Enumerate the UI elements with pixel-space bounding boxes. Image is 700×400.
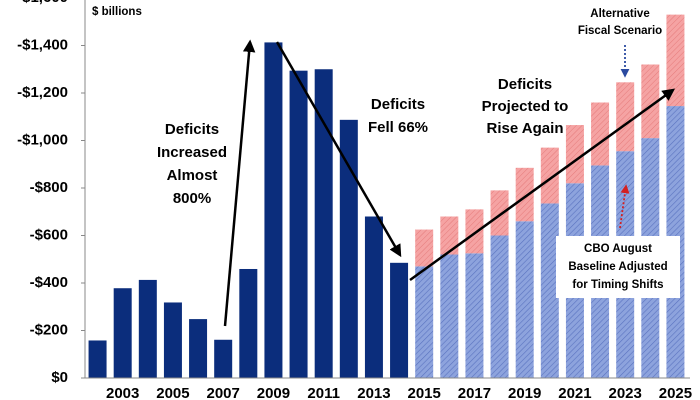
bar <box>465 209 484 254</box>
annotation: Increased <box>157 144 227 161</box>
bars <box>88 14 685 379</box>
x-tick-label: 2017 <box>458 385 491 400</box>
annotation: Deficits <box>498 76 552 93</box>
bar <box>415 266 434 378</box>
bar <box>515 167 534 222</box>
x-tick-label: 2023 <box>609 385 642 400</box>
bar <box>540 147 559 204</box>
bar <box>616 82 635 152</box>
annotation: Rise Again <box>487 120 564 137</box>
bar <box>440 216 459 255</box>
bar <box>515 221 534 378</box>
bar <box>339 119 358 379</box>
bar <box>490 235 509 378</box>
annotation: Fiscal Scenario <box>578 25 662 37</box>
bar <box>490 190 509 236</box>
annotation: Almost <box>167 167 218 184</box>
x-tick-label: 2003 <box>106 385 139 400</box>
x-tick-label: 2007 <box>207 385 240 400</box>
unit-label: $ billions <box>92 6 142 18</box>
bar <box>390 262 409 378</box>
y-tick-label: -$1,600 <box>17 0 68 6</box>
bar <box>364 216 383 378</box>
annotation: Baseline Adjusted <box>568 261 667 273</box>
annotations: Deficits Increased Almost 800% Deficits Fell … <box>157 8 668 291</box>
bar <box>189 319 208 378</box>
annotation-box <box>556 236 680 298</box>
bar <box>88 340 107 378</box>
bar <box>465 253 484 378</box>
annotation: Projected to <box>482 98 569 115</box>
arrow <box>223 39 256 327</box>
x-tick-label: 2009 <box>257 385 290 400</box>
x-tick-label: 2011 <box>307 385 340 400</box>
bar <box>113 288 132 378</box>
y-tick-label: -$600 <box>30 226 68 243</box>
annotation: Fell 66% <box>368 119 428 136</box>
x-tick-label: 2019 <box>508 385 541 400</box>
bar <box>289 70 308 379</box>
bar <box>641 64 660 139</box>
x-tick-label: 2025 <box>659 385 692 400</box>
y-tick-label: -$200 <box>30 321 68 338</box>
annotation: CBO August <box>584 243 652 255</box>
bar <box>314 69 333 378</box>
bar <box>239 268 258 378</box>
x-tick-label: 2015 <box>408 385 441 400</box>
bar <box>214 339 233 378</box>
y-tick-label: -$1,200 <box>17 84 68 101</box>
arrow <box>275 41 402 258</box>
x-tick-label: 2005 <box>156 385 189 400</box>
annotation: for Timing Shifts <box>572 279 663 291</box>
arrow <box>409 88 676 282</box>
y-tick-label: -$800 <box>30 179 68 196</box>
x-tick-label: 2013 <box>357 385 390 400</box>
annotation: Deficits <box>165 121 219 138</box>
bar <box>666 14 685 107</box>
x-tick-label: 2021 <box>558 385 591 400</box>
bar <box>264 42 283 378</box>
bar <box>540 203 559 378</box>
bar <box>565 125 584 184</box>
y-tick-label: -$1,000 <box>17 131 68 148</box>
y-tick-label: -$400 <box>30 274 68 291</box>
y-tick-label: -$1,400 <box>17 36 68 53</box>
bar <box>138 279 157 378</box>
annotation: Deficits <box>371 96 425 113</box>
bar <box>591 102 610 166</box>
bar <box>440 254 459 378</box>
bar <box>415 229 434 267</box>
annotation: Alternative <box>590 8 649 20</box>
annotation: 800% <box>173 190 211 207</box>
dotted-arrow <box>619 184 630 229</box>
bar <box>163 302 182 378</box>
y-tick-label: $0 <box>51 369 68 386</box>
